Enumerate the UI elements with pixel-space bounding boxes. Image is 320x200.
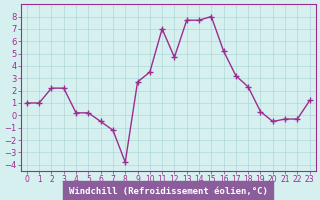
X-axis label: Windchill (Refroidissement éolien,°C): Windchill (Refroidissement éolien,°C)	[69, 187, 268, 196]
